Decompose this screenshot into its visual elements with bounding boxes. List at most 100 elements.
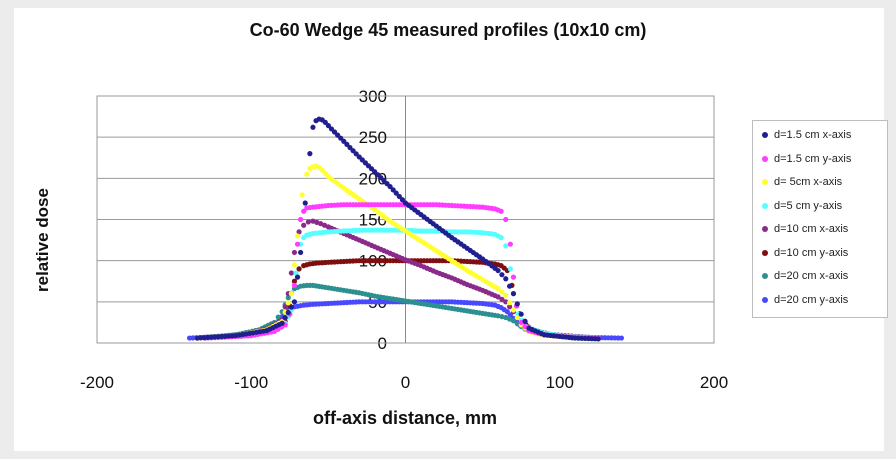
legend-label: d=1.5 cm y-axis <box>774 152 852 165</box>
legend-marker-icon <box>759 294 771 306</box>
data-point <box>387 183 393 190</box>
data-point <box>288 270 294 276</box>
data-point <box>393 190 399 196</box>
x-axis-label: off-axis distance, mm <box>312 408 498 428</box>
data-point <box>507 300 513 306</box>
data-point <box>510 307 517 313</box>
legend-label: d=5 cm y-axis <box>774 199 843 212</box>
data-point <box>503 243 509 249</box>
data-point <box>293 270 299 276</box>
data-point <box>294 274 301 280</box>
legend-item: d=5 cm y-axis <box>759 199 842 213</box>
data-point <box>618 335 625 341</box>
data-point <box>296 266 302 272</box>
legend-marker-icon <box>759 200 771 212</box>
legend-marker-icon <box>759 129 771 141</box>
data-point <box>302 200 308 206</box>
legend-item: d=20 cm y-axis <box>759 293 848 307</box>
data-point <box>291 262 298 268</box>
data-point <box>510 291 517 297</box>
data-point <box>495 286 501 292</box>
legend-item: d=10 cm x-axis <box>759 222 848 236</box>
data-point <box>498 208 504 214</box>
data-point <box>522 318 528 324</box>
data-point <box>325 123 331 129</box>
data-point <box>275 314 281 320</box>
legend-marker-icon <box>759 223 771 235</box>
chart-title: Co-60 Wedge 45 measured profiles (10x10 … <box>249 20 647 40</box>
legend: d=1.5 cm x-axis d=1.5 cm y-axis d= 5cm x-a… <box>752 120 888 318</box>
data-point <box>288 291 294 297</box>
data-point <box>495 267 501 274</box>
data-point <box>518 311 524 317</box>
data-point <box>285 300 291 306</box>
legend-marker-icon <box>759 270 771 282</box>
data-point <box>595 336 601 342</box>
legend-item: d=1.5 cm y-axis <box>759 152 851 166</box>
legend-item: d=20 cm x-axis <box>759 269 848 283</box>
data-point <box>499 296 505 302</box>
data-point <box>499 272 505 278</box>
x-tick-label: 200 <box>700 373 728 392</box>
data-point <box>285 309 291 316</box>
data-point <box>503 276 509 282</box>
legend-item: d= 5cm x-axis <box>759 175 842 189</box>
legend-label: d= 5cm x-axis <box>774 176 843 188</box>
x-tick-label: -200 <box>80 373 114 392</box>
data-point <box>291 278 298 284</box>
data-point <box>498 235 504 241</box>
data-point <box>495 294 501 300</box>
x-tick-label: 100 <box>546 373 574 392</box>
data-point <box>291 249 298 256</box>
legend-label: d=20 cm y-axis <box>774 293 849 306</box>
data-point <box>301 222 307 228</box>
legend-label: d=10 cm x-axis <box>774 223 849 235</box>
data-point <box>322 119 328 125</box>
data-point <box>294 241 301 247</box>
legend-marker-icon <box>759 247 771 259</box>
legend-marker-icon <box>759 176 771 188</box>
data-point <box>291 282 298 288</box>
data-point <box>399 197 406 203</box>
data-point <box>503 292 509 298</box>
data-point <box>507 312 513 318</box>
legend-label: d=20 cm x-axis <box>774 270 849 282</box>
data-point <box>304 171 310 177</box>
data-point <box>288 304 294 310</box>
data-point <box>514 314 520 321</box>
data-point <box>499 289 505 295</box>
legend-item: d=1.5 cm x-axis <box>759 128 851 142</box>
data-point <box>396 193 402 200</box>
data-point <box>507 241 513 247</box>
data-point <box>282 315 288 321</box>
y-tick-label: 250 <box>359 128 387 147</box>
data-point <box>298 216 304 223</box>
data-point <box>285 295 291 301</box>
data-point <box>507 283 513 289</box>
data-point <box>503 216 509 223</box>
x-tick-label: 0 <box>401 373 410 392</box>
data-point <box>507 266 513 272</box>
data-point <box>296 229 302 235</box>
data-point <box>298 249 304 256</box>
data-point <box>319 167 325 173</box>
data-point <box>507 304 513 310</box>
legend-marker-icon <box>759 153 771 165</box>
data-point <box>504 309 510 315</box>
x-tick-label: -100 <box>234 373 268 392</box>
data-point <box>390 187 396 193</box>
data-point <box>282 304 288 310</box>
data-point <box>305 219 311 225</box>
data-point <box>279 320 285 326</box>
data-point <box>499 314 505 320</box>
data-point <box>299 192 305 198</box>
data-point <box>503 299 509 305</box>
data-point <box>310 124 316 130</box>
data-point <box>291 299 298 305</box>
data-point <box>510 274 517 280</box>
legend-label: d=10 cm y-axis <box>774 246 849 259</box>
data-point <box>514 301 520 307</box>
legend-item: d=10 cm y-axis <box>759 246 848 260</box>
data-point <box>495 313 501 319</box>
